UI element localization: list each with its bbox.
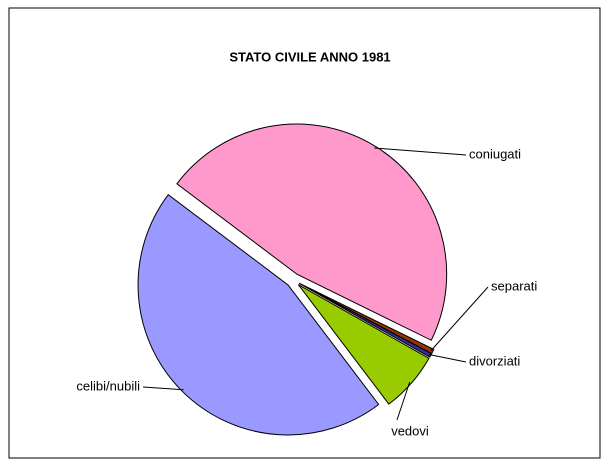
leader-line [428, 353, 467, 363]
slice-label: separati [491, 278, 537, 293]
pie-slice [297, 284, 430, 405]
leader-line [142, 386, 184, 391]
leader-line [374, 147, 467, 156]
slice-label: divorziati [469, 353, 520, 368]
pie-slice [137, 193, 380, 436]
slice-label: celibi/nubili [76, 378, 140, 393]
leader-line [396, 381, 411, 421]
pie-slice [176, 123, 448, 341]
leader-line [430, 286, 489, 351]
slice-label: coniugati [469, 146, 521, 161]
chart-title: STATO CIVILE ANNO 1981 [229, 49, 390, 64]
pie-slice [298, 282, 433, 358]
slice-label: vedovi [391, 423, 429, 438]
